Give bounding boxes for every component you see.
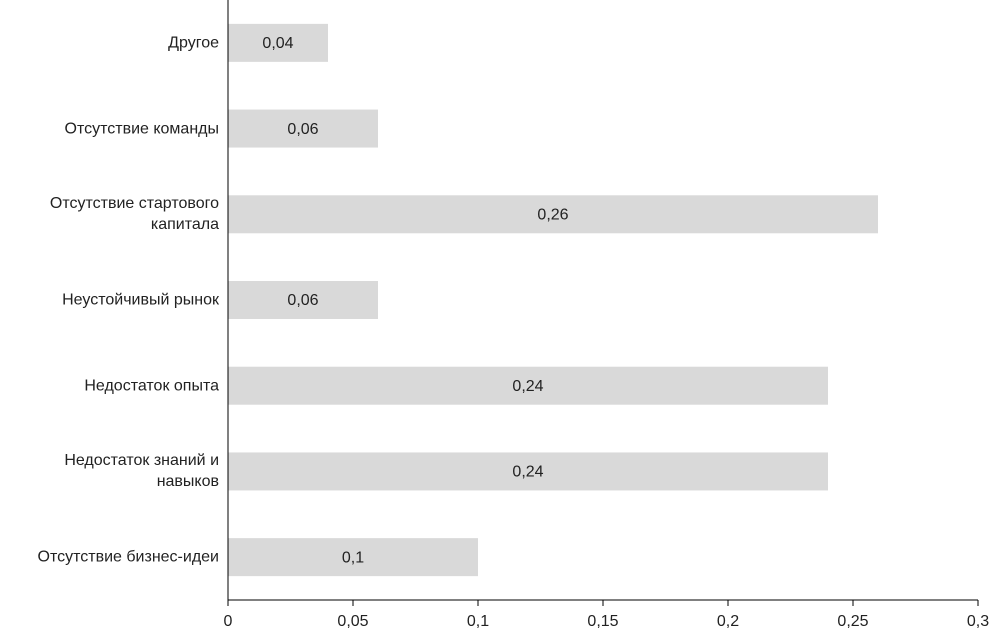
x-tick-label: 0,2 — [717, 613, 739, 630]
bar — [228, 195, 878, 234]
value-label: 0,24 — [512, 378, 543, 395]
x-tick-label: 0,3 — [967, 613, 989, 630]
bar — [228, 109, 378, 148]
value-label: 0,26 — [537, 207, 568, 224]
bar — [228, 538, 478, 577]
value-label: 0,24 — [512, 464, 543, 481]
y-tick-label: Отсутствие бизнес-идеи — [37, 548, 219, 566]
bar — [228, 281, 378, 319]
y-tick-label: Недостаток опыта — [84, 377, 219, 395]
x-tick-label: 0,15 — [587, 613, 618, 630]
bar — [228, 23, 328, 62]
value-label: 0,04 — [262, 35, 293, 52]
value-label: 0,1 — [342, 549, 364, 566]
x-tick-label: 0,05 — [337, 613, 368, 630]
x-tick-label: 0,25 — [837, 613, 868, 630]
bar — [228, 452, 828, 491]
x-tick-label: 0,1 — [467, 613, 489, 630]
bar — [228, 366, 828, 405]
y-tick-label: Недостаток знаний и навыков — [64, 452, 219, 491]
x-tick-label: 0 — [224, 613, 233, 630]
y-tick-label: Отсутствие команды — [64, 120, 220, 138]
value-label: 0,06 — [287, 121, 318, 138]
value-label: 0,06 — [287, 292, 318, 309]
y-tick-label: Неустойчивый рынок — [62, 291, 219, 309]
y-tick-label: Другое — [168, 34, 219, 52]
y-tick-label: Отсутствие стартового капитала — [49, 195, 219, 234]
